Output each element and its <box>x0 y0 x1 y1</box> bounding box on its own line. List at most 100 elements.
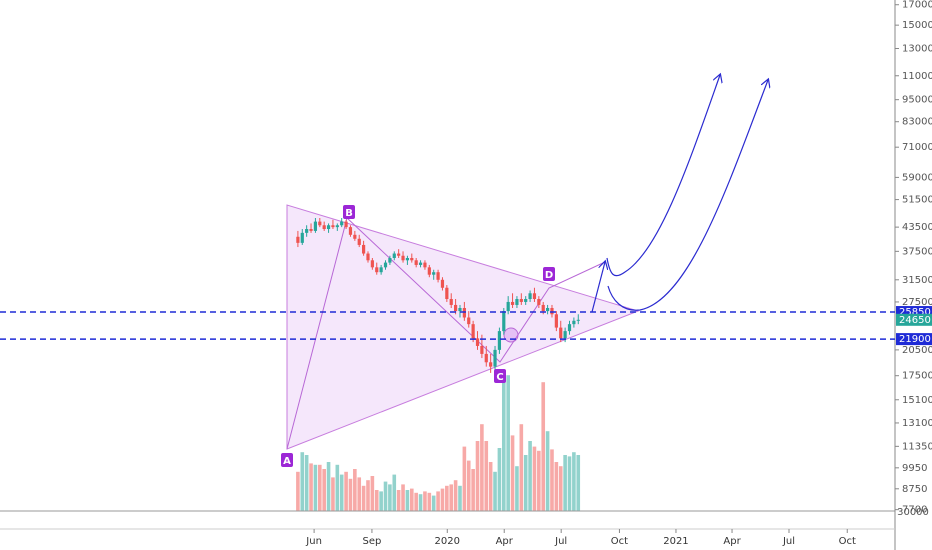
volume-bar <box>418 494 423 511</box>
candle-body <box>440 279 445 288</box>
volume-bar <box>458 485 462 511</box>
volume-bar <box>572 452 576 511</box>
candle-body <box>445 287 449 300</box>
candle-body <box>541 304 545 312</box>
candle-body <box>497 331 502 350</box>
volume-bar <box>563 455 567 511</box>
volume-bar <box>449 484 454 511</box>
y-tick-label: 170000 <box>902 0 932 11</box>
volume-bar <box>493 471 497 511</box>
candle-body <box>296 236 300 243</box>
price-tag <box>896 333 932 346</box>
volume-bar <box>484 441 489 511</box>
last-price-tag <box>896 313 932 326</box>
volume-bar <box>348 478 353 511</box>
candle-body <box>550 307 554 315</box>
volume-bar <box>335 464 340 511</box>
volume-bar <box>344 471 348 511</box>
volume-bar <box>436 491 440 511</box>
candle-body <box>489 362 493 367</box>
volume-bar <box>366 480 370 511</box>
volume-bar <box>339 474 344 511</box>
y-tick-label: 8750 <box>902 484 927 495</box>
candle-body <box>471 324 475 339</box>
volume-bar <box>523 455 528 511</box>
volume-bar <box>427 492 432 511</box>
candle-body <box>532 293 537 300</box>
y-tick-label: 51500 <box>902 195 932 206</box>
volume-bar <box>545 431 550 511</box>
candle-body <box>524 299 528 302</box>
volume-bar <box>506 375 510 511</box>
volume-bar <box>431 495 436 511</box>
candle-body <box>554 314 558 328</box>
volume-bar <box>370 476 375 511</box>
candle-body <box>331 225 335 228</box>
volume-bar <box>396 490 401 511</box>
candle-body <box>305 229 309 233</box>
candle-body <box>563 331 567 339</box>
volume-bar <box>423 491 427 511</box>
candle-body <box>397 253 401 256</box>
candle-body <box>506 301 510 312</box>
volume-bar <box>528 441 532 511</box>
projection-curve <box>606 75 720 277</box>
volume-bar <box>501 378 506 511</box>
volume-bar <box>326 462 331 511</box>
candle-body <box>322 225 326 230</box>
candle-body <box>537 299 541 305</box>
volume-bar <box>388 484 392 511</box>
candle-body <box>484 353 488 363</box>
candle-body <box>480 345 484 354</box>
y-tick-label: 71000 <box>902 142 932 153</box>
volume-bar <box>392 474 397 511</box>
candle-body <box>362 244 366 254</box>
candle-body <box>454 304 458 312</box>
candle-body <box>353 234 357 239</box>
x-tick-label: 2020 <box>435 536 460 547</box>
volume-bar <box>445 485 449 511</box>
x-tick-label: Apr <box>496 536 514 547</box>
y-tick-label: 20500 <box>902 345 932 356</box>
candle-body <box>567 324 572 332</box>
volume-pane <box>296 375 581 511</box>
x-tick-label: 2021 <box>663 536 688 547</box>
volume-bar <box>532 446 537 511</box>
candle-body <box>313 221 318 231</box>
volume-bar <box>401 484 405 511</box>
candle-body <box>309 229 313 231</box>
y-tick-label: 110000 <box>902 71 932 82</box>
pattern-point-box <box>281 453 293 467</box>
pattern-point-box <box>494 369 506 383</box>
volume-bar <box>353 469 357 511</box>
volume-bar <box>304 455 309 511</box>
volume-bar <box>331 477 335 511</box>
volume-bar <box>414 492 418 511</box>
price-tag-label: 21900 <box>899 334 931 345</box>
candle-body <box>357 238 361 245</box>
volume-bar <box>541 382 546 511</box>
candle-body <box>467 317 471 325</box>
volume-bar <box>317 464 322 511</box>
candle-body <box>410 258 414 261</box>
y-tick-label: 130000 <box>902 44 932 55</box>
candle-body <box>493 349 497 367</box>
volume-bar <box>554 462 559 511</box>
y-tick-label: 95000 <box>902 95 932 106</box>
candle-body <box>559 327 563 339</box>
x-tick-label: Sep <box>363 536 382 547</box>
candle-body <box>370 260 374 268</box>
volume-bar <box>405 490 410 511</box>
y-tick-label: 31500 <box>902 275 932 286</box>
volume-bar <box>453 480 458 511</box>
candle-body <box>528 293 532 300</box>
volume-bar <box>440 488 445 511</box>
y-tick-label: 59000 <box>902 172 932 183</box>
candle-body <box>340 221 344 226</box>
pattern-point-label: B <box>345 208 353 219</box>
y-tick-label: 43500 <box>902 222 932 233</box>
candle-body <box>414 260 418 265</box>
volume-bar <box>322 469 326 511</box>
volume-bar <box>537 450 541 511</box>
